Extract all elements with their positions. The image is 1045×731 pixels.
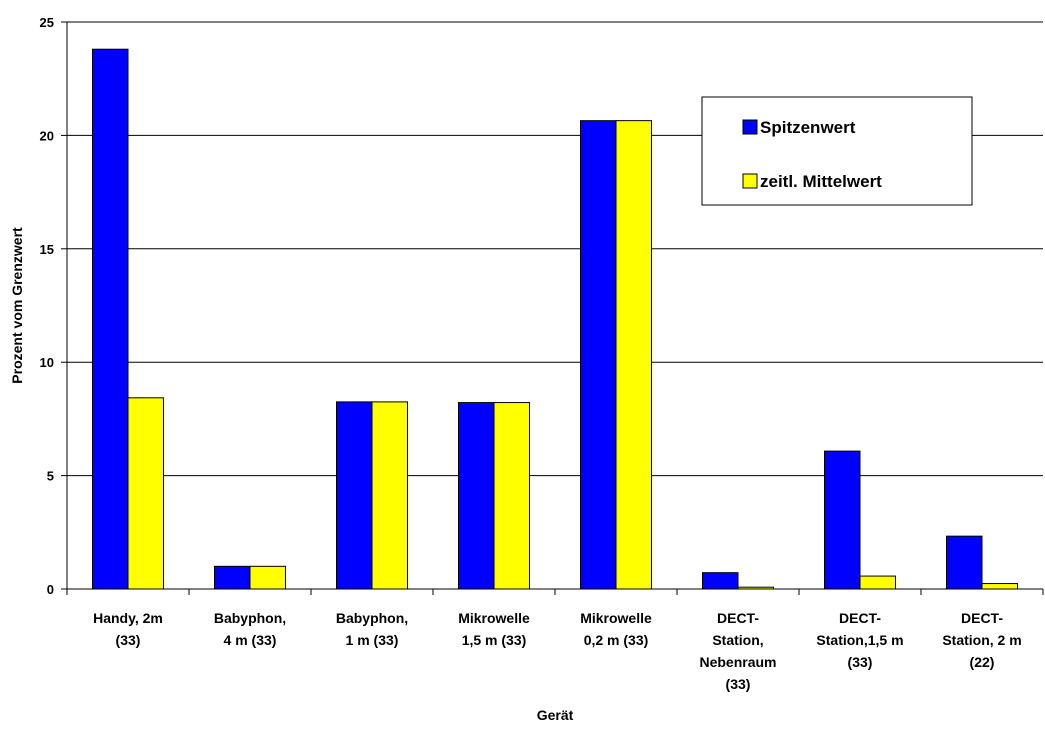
- bar-spitzenwert: [458, 402, 495, 590]
- bar-spitzenwert: [336, 401, 373, 590]
- legend-label: zeitl. Mittelwert: [760, 172, 882, 191]
- axes: [61, 21, 1044, 595]
- bar-mittelwert: [981, 583, 1018, 590]
- x-category-label: Handy, 2m (33): [93, 610, 163, 648]
- x-category-labels: Handy, 2m (33) Babyphon, 4 m (33) Babyphon, 1…: [93, 610, 1022, 692]
- bar-mittelwert: [859, 575, 896, 590]
- bars: [92, 48, 1018, 590]
- bar-mittelwert: [493, 402, 530, 590]
- bar-mittelwert: [615, 120, 652, 590]
- y-tick-labels: 0 5 10 15 20 25: [40, 15, 54, 597]
- legend: Spitzenwert zeitl. Mittelwert: [701, 96, 973, 206]
- legend-swatch: [742, 119, 758, 135]
- bar-spitzenwert: [946, 535, 983, 590]
- x-category-label: DECT-Station, Nebenraum (33): [699, 610, 776, 692]
- legend-swatch: [742, 173, 758, 189]
- bar-mittelwert: [127, 397, 164, 590]
- y-axis-title: Prozent vom Grenzwert: [9, 227, 25, 384]
- legend-label: Spitzenwert: [760, 118, 856, 137]
- y-tick-label: 15: [40, 242, 54, 257]
- bar-spitzenwert: [580, 120, 617, 590]
- bar-spitzenwert: [824, 450, 861, 590]
- bar-spitzenwert: [702, 572, 739, 590]
- y-tick-label: 25: [40, 15, 54, 30]
- x-category-label: Babyphon, 4 m (33): [214, 610, 286, 648]
- y-tick-label: 5: [47, 469, 54, 484]
- x-category-label: Babyphon, 1 m (33): [336, 610, 408, 648]
- x-category-label: DECT-Station, 2 m (22): [942, 610, 1021, 670]
- x-axis-title: Gerät: [537, 707, 574, 723]
- bar-mittelwert: [249, 565, 286, 590]
- x-category-label: DECT-Station,1,5 m (33): [816, 610, 903, 670]
- gridlines: [67, 21, 1043, 477]
- x-category-label: Mikrowelle 1,5 m (33): [458, 610, 530, 648]
- y-tick-label: 20: [40, 128, 54, 143]
- x-category-label: Mikrowelle 0,2 m (33): [580, 610, 652, 648]
- y-tick-label: 10: [40, 355, 54, 370]
- bar-mittelwert: [371, 401, 408, 590]
- y-tick-label: 0: [47, 582, 54, 597]
- bar-spitzenwert: [92, 48, 129, 590]
- bar-spitzenwert: [214, 565, 251, 590]
